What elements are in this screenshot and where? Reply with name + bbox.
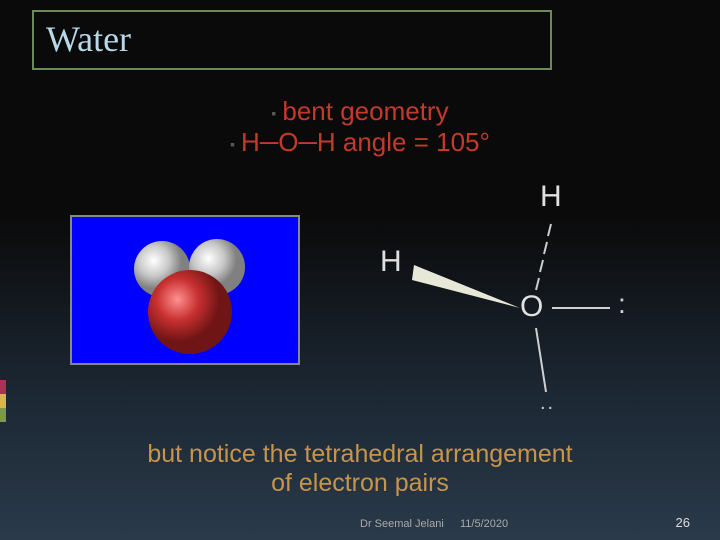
lone-pair-bottom: .. bbox=[540, 392, 555, 415]
molecule-3d-image bbox=[70, 215, 300, 365]
atom-label-o: O bbox=[520, 290, 543, 324]
footer-line-2: of electron pairs bbox=[271, 469, 449, 497]
bullet-1: bent geometry bbox=[271, 96, 448, 127]
footer-line-1: but notice the tetrahedral arrangement bbox=[147, 440, 572, 468]
bullet-list: bent geometry H─O─H angle = 105° bbox=[0, 96, 720, 158]
author-label: Dr Seemal Jelani bbox=[360, 518, 444, 530]
slide-title: Water bbox=[46, 18, 538, 60]
page-number: 26 bbox=[676, 515, 690, 530]
atom-label-h2: H bbox=[380, 245, 402, 279]
lone-pair-right: : bbox=[618, 288, 628, 320]
footer-note: but notice the tetrahedral arrangement o… bbox=[0, 440, 720, 498]
accent-stripes bbox=[0, 380, 6, 422]
lewis-structure: H H O : .. bbox=[340, 170, 660, 430]
bullet-2: H─O─H angle = 105° bbox=[230, 127, 490, 158]
date-label: 11/5/2020 bbox=[460, 518, 508, 530]
atom-label-h1: H bbox=[540, 180, 562, 214]
title-container: Water bbox=[32, 10, 552, 70]
